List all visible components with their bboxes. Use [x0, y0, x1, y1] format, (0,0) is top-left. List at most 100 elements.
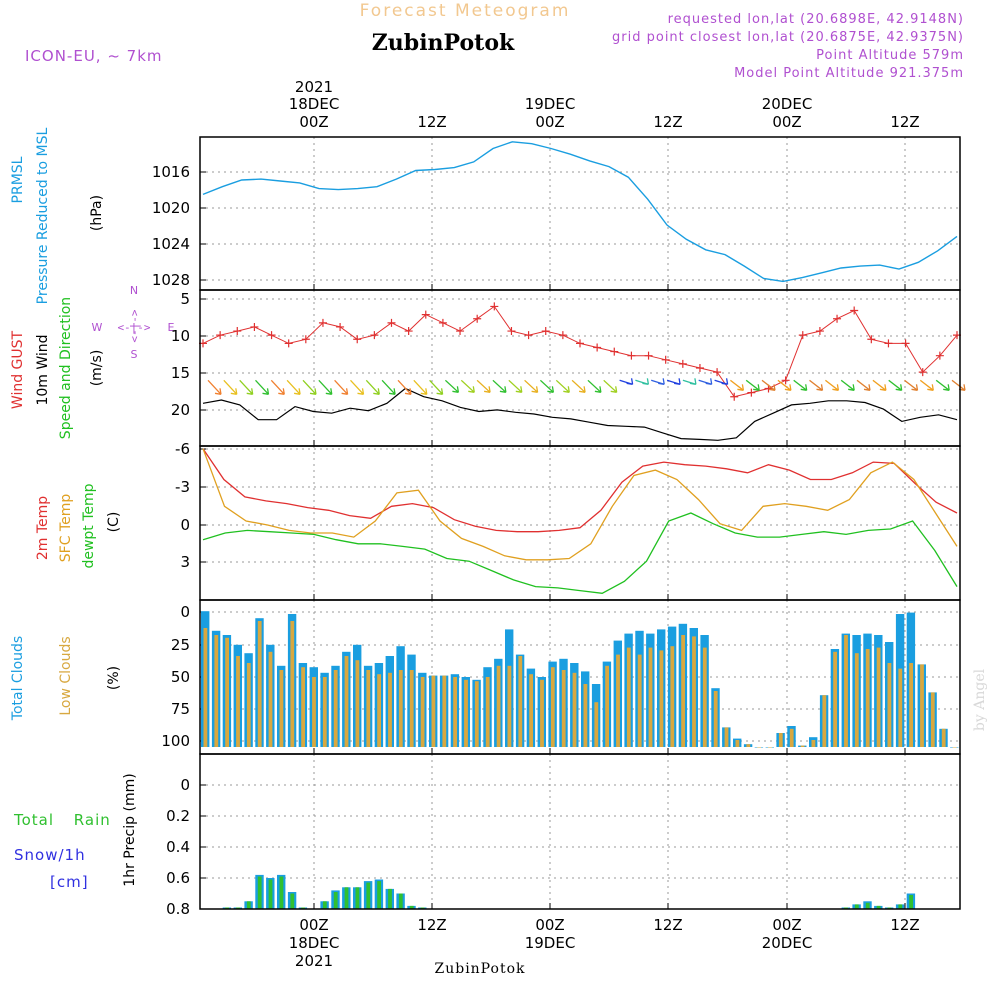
wind-arrow-15	[444, 379, 460, 393]
p3-ytick-label-0: -6	[175, 440, 190, 458]
top-tick-12z-3: 12Z	[890, 113, 919, 131]
wind-arrow-42	[872, 379, 887, 391]
low-cloud-bar-63	[887, 663, 892, 747]
gust-marker-24	[610, 347, 619, 356]
low-cloud-bar-12	[333, 670, 338, 747]
point-altitude: Point Altitude 579m	[816, 48, 964, 63]
model-name: ICON-EU, ~ 7km	[25, 47, 163, 65]
low-cloud-bar-53	[778, 733, 783, 747]
low-cloud-bar-46	[702, 647, 707, 747]
rain-bar-13	[344, 887, 349, 909]
wind-arrow-37	[793, 379, 808, 391]
gust-marker-39	[867, 335, 876, 344]
closest-coords: grid point closest lon,lat (20.6875E, 42…	[612, 30, 964, 45]
bottom-day-label-3: 20DEC	[762, 934, 813, 952]
low-cloud-bar-11	[322, 677, 327, 747]
gust-marker-15	[456, 327, 465, 336]
wind-arrow-38	[809, 379, 824, 391]
low-cloud-bar-15	[366, 670, 371, 747]
gust-marker-26	[644, 351, 653, 360]
low-cloud-bar-25	[474, 681, 479, 747]
p4-label-total: Total Clouds	[10, 636, 26, 721]
wind-speed-line	[202, 387, 958, 441]
low-cloud-bar-48	[724, 727, 729, 747]
low-cloud-bar-22	[442, 675, 447, 747]
p4-label-low: Low Clouds	[58, 636, 74, 715]
wind-arrow-7	[318, 379, 333, 395]
gust-marker-8	[336, 322, 345, 331]
p3-unit: (C)	[106, 512, 122, 533]
bottom-year-label: 2021	[295, 952, 333, 970]
low-cloud-bar-17	[388, 672, 392, 747]
low-cloud-bar-60	[854, 653, 859, 747]
low-cloud-bar-7	[279, 670, 284, 747]
wind-arrow-21	[539, 379, 555, 393]
low-cloud-bar-57	[822, 695, 827, 747]
gust-marker-12	[404, 327, 413, 336]
wind-arrow-47	[951, 379, 966, 391]
compass-e: E	[168, 321, 175, 334]
rain-bar-8	[290, 893, 295, 909]
low-cloud-bar-5	[257, 621, 262, 747]
low-cloud-bar-34	[572, 672, 577, 747]
p5-label-rain: Total Rain	[13, 811, 111, 829]
gust-marker-1	[216, 331, 225, 340]
gust-marker-16	[473, 314, 482, 323]
low-cloud-bar-27	[496, 665, 501, 747]
gust-marker-9	[353, 335, 362, 344]
low-cloud-bar-66	[920, 664, 924, 747]
wind-arrow-34	[745, 379, 760, 391]
rain-bar-11	[322, 901, 327, 910]
wind-arrow-41	[856, 379, 871, 391]
gust-marker-14	[438, 318, 447, 327]
rain-bar-65	[909, 895, 913, 909]
compass-s: S	[131, 348, 138, 361]
p5-ytick-label-0: 0	[180, 776, 190, 794]
compass-ew-arrow: <-|->	[117, 321, 150, 334]
bottom-tick-00z-3: 00Z	[772, 916, 801, 934]
low-cloud-bar-6	[268, 651, 273, 747]
low-cloud-bar-40	[637, 654, 642, 747]
low-cloud-bar-28	[507, 665, 512, 747]
wind-arrow-28	[651, 378, 665, 385]
low-cloud-bar-41	[648, 647, 653, 747]
gust-marker-19	[524, 331, 533, 340]
gust-marker-36	[815, 327, 824, 336]
gust-marker-5	[284, 339, 293, 348]
requested-coords: requested lon,lat (20.6898E, 42.9148N)	[668, 12, 964, 27]
rain-bar-15	[366, 882, 371, 909]
p5-label-snow: Snow/1h	[14, 846, 86, 864]
low-cloud-bar-68	[941, 728, 946, 747]
low-cloud-bar-59	[844, 635, 848, 747]
top-day-label-2: 19DEC	[525, 95, 576, 113]
bottom-tick-00z-1: 00Z	[299, 916, 328, 934]
gust-marker-41	[901, 339, 910, 348]
low-cloud-bar-36	[594, 702, 599, 747]
gust-marker-10	[370, 331, 379, 340]
low-cloud-bar-29	[518, 656, 523, 747]
low-cloud-bar-42	[659, 650, 664, 747]
wind-arrow-9	[350, 379, 365, 395]
low-cloud-bar-26	[485, 677, 490, 747]
panel-frame-5	[199, 753, 961, 910]
rain-bar-64	[898, 904, 903, 909]
wind-arrow-45	[919, 379, 934, 391]
top-tick-00z-3: 00Z	[772, 113, 801, 131]
rain-bar-61	[865, 902, 870, 909]
wind-arrow-14	[429, 379, 444, 395]
p2-label-speed: Speed and Direction	[58, 297, 74, 439]
gust-marker-23	[593, 343, 602, 352]
low-cloud-bar-61	[865, 649, 870, 747]
top-tick-12z-1: 12Z	[417, 113, 446, 131]
wind-arrow-18	[492, 379, 507, 393]
low-cloud-bar-65	[909, 663, 913, 747]
wind-arrow-10	[365, 379, 380, 395]
gust-marker-32	[747, 388, 756, 397]
p5-label-cm: [cm]	[50, 873, 89, 891]
wind-arrow-19	[508, 379, 523, 393]
wind-arrow-20	[524, 379, 539, 393]
p1-label-prmsl: PRMSL	[10, 156, 26, 203]
low-cloud-bar-9	[301, 667, 305, 747]
gust-marker-31	[730, 392, 739, 401]
